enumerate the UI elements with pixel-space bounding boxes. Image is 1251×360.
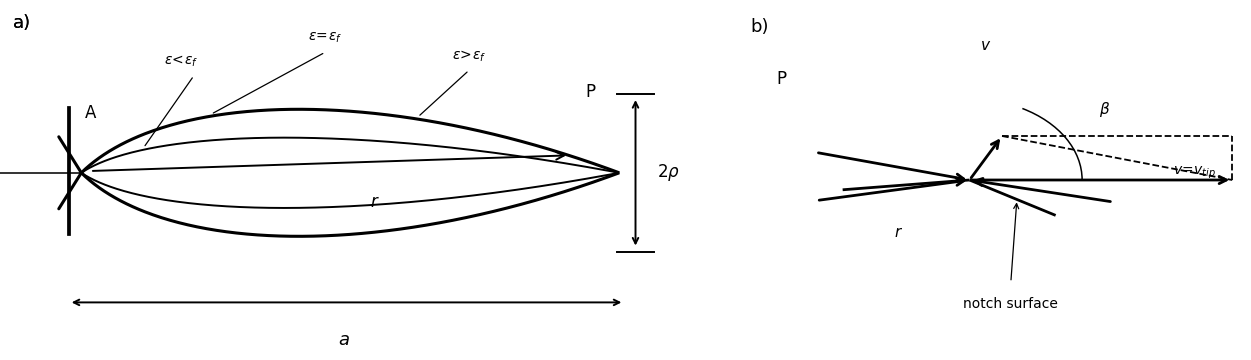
Text: $v\!=\!v_{tip}$: $v\!=\!v_{tip}$ — [1173, 165, 1216, 181]
Text: a): a) — [13, 14, 30, 32]
Text: b): b) — [751, 18, 769, 36]
Text: $2\rho$: $2\rho$ — [657, 162, 679, 183]
Text: $\varepsilon\!<\!\varepsilon_f$: $\varepsilon\!<\!\varepsilon_f$ — [164, 54, 199, 69]
Text: P: P — [777, 70, 787, 88]
Text: $\beta$: $\beta$ — [1098, 100, 1111, 119]
Text: A: A — [85, 104, 96, 122]
Text: $v$: $v$ — [980, 37, 991, 53]
Text: $r$: $r$ — [893, 225, 903, 240]
Text: notch surface: notch surface — [963, 297, 1058, 311]
Text: P: P — [585, 83, 595, 101]
Text: $a$: $a$ — [338, 331, 350, 349]
Text: $r$: $r$ — [370, 193, 380, 211]
Text: $\varepsilon\!=\!\varepsilon_f$: $\varepsilon\!=\!\varepsilon_f$ — [308, 31, 343, 45]
Text: a): a) — [13, 14, 30, 32]
Text: $\varepsilon\!>\!\varepsilon_f$: $\varepsilon\!>\!\varepsilon_f$ — [452, 48, 487, 63]
